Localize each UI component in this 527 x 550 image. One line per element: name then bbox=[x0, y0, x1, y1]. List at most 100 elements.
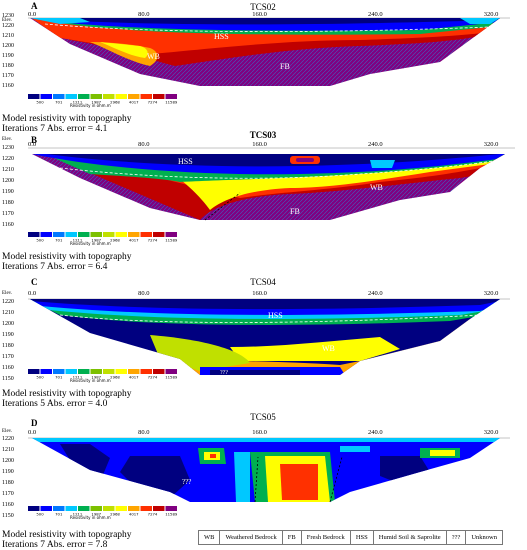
colorbar-caption: Resistivity in ohm.m bbox=[70, 103, 111, 108]
legend-abbr: ??? bbox=[445, 530, 467, 545]
colorbar-swatch bbox=[128, 369, 140, 374]
colorbar-swatch bbox=[128, 506, 140, 511]
zone-cyan-block bbox=[234, 452, 250, 502]
colorbar-swatch bbox=[153, 506, 165, 511]
elev-tick: 1190 bbox=[2, 189, 14, 195]
colorbar-value: 4017 bbox=[129, 238, 139, 243]
colorbar-swatch bbox=[140, 369, 152, 374]
elev-tick: 1200 bbox=[2, 43, 14, 49]
legend-abbr: FB bbox=[281, 530, 302, 545]
colorbar-swatch bbox=[78, 94, 90, 99]
colorbar-value: 11589 bbox=[165, 100, 178, 105]
elev-tick: 1210 bbox=[2, 447, 14, 453]
elev-tick: 1190 bbox=[2, 332, 14, 338]
x-tick-label: 240.0 bbox=[368, 429, 383, 436]
elev-tick: 1180 bbox=[2, 480, 14, 486]
section-tcs05: D TCS05 Elev. 1220 1210 1200 1190 1180 1… bbox=[2, 412, 510, 520]
colorbar-swatch bbox=[165, 94, 177, 99]
panel-tcs03: B TCS03 Elev. 1230 1220 1210 1200 1190 1… bbox=[0, 130, 527, 275]
colorbar-value: 701 bbox=[55, 100, 63, 105]
zone-navy-top bbox=[30, 299, 500, 310]
colorbar-swatch bbox=[90, 232, 102, 237]
legend-text: Fresh Bedrock bbox=[300, 530, 351, 545]
colorbar-swatch bbox=[40, 506, 52, 511]
colorbar-swatch bbox=[78, 369, 90, 374]
elev-tick: 1160 bbox=[2, 83, 14, 89]
colorbar-swatch bbox=[140, 94, 152, 99]
elev-tick: 1150 bbox=[2, 376, 14, 382]
x-tick-label: 0.0 bbox=[28, 11, 36, 18]
elev-tick: 1190 bbox=[2, 53, 14, 59]
elev-tick: 1160 bbox=[2, 365, 14, 371]
elev-ticks: 1230 1220 1210 1200 1190 1180 1170 1160 bbox=[2, 13, 14, 89]
elev-label: Elev. bbox=[2, 137, 12, 142]
zone-red-small bbox=[210, 454, 216, 458]
panel-title: TCS05 bbox=[250, 412, 276, 422]
resistivity-model bbox=[32, 154, 505, 220]
colorbar-swatch bbox=[90, 369, 102, 374]
colorbar: 500 701 1211 1987 2968 4017 7274 11589 bbox=[28, 232, 178, 243]
zone-wb-yellow bbox=[100, 42, 148, 58]
colorbar-swatch bbox=[103, 369, 115, 374]
colorbar-value: 1211 bbox=[73, 375, 83, 380]
caption-iterations: Iterations 7 Abs. error = 7.8 bbox=[2, 540, 108, 550]
x-ticks: 0.0 80.0 160.0 240.0 320.0 bbox=[28, 429, 498, 436]
colorbar-value: 1987 bbox=[91, 512, 101, 517]
x-tick-label: 160.0 bbox=[252, 141, 267, 148]
panel-title: TCS02 bbox=[250, 2, 276, 12]
colorbar-caption: Resistivity in ohm.m bbox=[70, 378, 111, 383]
elev-tick: 1220 bbox=[2, 436, 14, 442]
colorbar-swatch bbox=[28, 369, 40, 374]
elev-label: Elev. bbox=[2, 18, 12, 23]
x-tick-label: 240.0 bbox=[368, 290, 383, 297]
zone-cyan bbox=[30, 18, 90, 24]
caption-model: Model resistivity with topography bbox=[2, 114, 132, 124]
anomaly-core bbox=[296, 158, 314, 162]
resistivity-model bbox=[30, 299, 500, 375]
colorbar-swatch bbox=[78, 232, 90, 237]
colorbar-value: 1987 bbox=[91, 375, 101, 380]
panel-tcs05: D TCS05 Elev. 1220 1210 1200 1190 1180 1… bbox=[0, 412, 527, 550]
label-hss: HSS bbox=[268, 311, 283, 320]
colorbar-swatch bbox=[165, 506, 177, 511]
elev-tick: 1200 bbox=[2, 458, 14, 464]
elev-tick: 1230 bbox=[2, 145, 14, 151]
panel-letter: D bbox=[31, 418, 38, 428]
zone-navy bbox=[32, 154, 505, 167]
label-hss: HSS bbox=[178, 157, 193, 166]
resistivity-model bbox=[30, 18, 500, 86]
colorbar-value: 1987 bbox=[91, 100, 101, 105]
colorbar-value: 11589 bbox=[165, 238, 178, 243]
zone-cyan-right bbox=[460, 18, 500, 24]
colorbar-value: 701 bbox=[55, 375, 63, 380]
colorbar-swatch bbox=[115, 94, 127, 99]
x-tick-label: 160.0 bbox=[252, 429, 267, 436]
colorbar-swatch bbox=[103, 94, 115, 99]
panel-letter: B bbox=[31, 135, 37, 145]
panel-letter: C bbox=[31, 277, 38, 287]
section-tcs03: B TCS03 Elev. 1230 1220 1210 1200 1190 1… bbox=[2, 130, 515, 246]
elev-tick: 1220 bbox=[2, 23, 14, 29]
legend-abbr: HSS bbox=[349, 530, 374, 545]
colorbar-swatch bbox=[40, 369, 52, 374]
x-tick-label: 240.0 bbox=[368, 11, 383, 18]
colorbar-swatch bbox=[153, 94, 165, 99]
colorbar-value: 11589 bbox=[165, 375, 178, 380]
x-tick-label: 320.0 bbox=[484, 290, 499, 297]
panel-title: TCS03 bbox=[250, 130, 277, 140]
colorbar: 500 701 1211 1987 2968 4017 7274 11589 bbox=[28, 94, 178, 105]
colorbar-swatch bbox=[140, 506, 152, 511]
legend-text: Unknown bbox=[465, 530, 503, 545]
elev-tick: 1230 bbox=[2, 13, 14, 19]
colorbar-value: 2968 bbox=[110, 238, 120, 243]
colorbar-value: 7274 bbox=[148, 100, 158, 105]
zone-navy bbox=[30, 18, 500, 25]
legend-text: Weathered Bedrock bbox=[219, 530, 283, 545]
x-ticks: 0.0 80.0 160.0 240.0 320.0 bbox=[28, 141, 498, 148]
colorbar-swatch bbox=[153, 369, 165, 374]
elev-tick: 1190 bbox=[2, 469, 14, 475]
x-tick-label: 320.0 bbox=[484, 11, 499, 18]
x-ticks: 0.0 80.0 160.0 240.0 320.0 bbox=[28, 290, 498, 297]
colorbar-value: 500 bbox=[36, 238, 44, 243]
hss-boundary bbox=[59, 314, 481, 323]
